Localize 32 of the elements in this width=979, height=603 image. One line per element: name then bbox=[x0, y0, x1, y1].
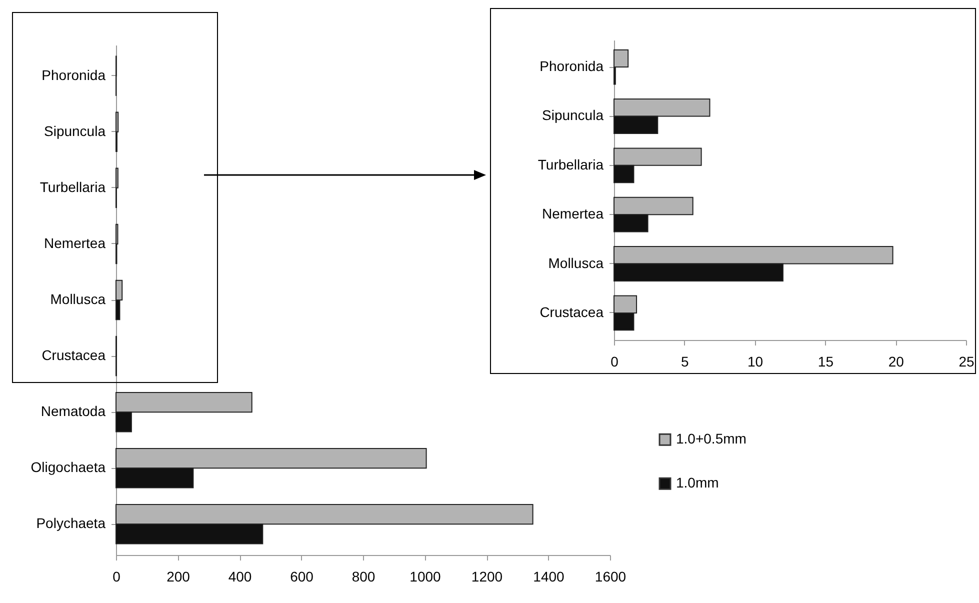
x-tick-label: 0 bbox=[610, 354, 619, 370]
legend-label: 1.0+0.5mm bbox=[676, 430, 746, 447]
x-tick-label: 10 bbox=[748, 354, 764, 370]
y-tick-label: Crustacea bbox=[42, 347, 106, 364]
y-tick-label: Oligochaeta bbox=[30, 459, 106, 476]
x-tick-label: 1200 bbox=[471, 568, 503, 584]
y-tick-label: Nemertea bbox=[542, 206, 604, 222]
x-tick-label: 20 bbox=[888, 354, 904, 370]
y-tick-label: Turbellaria bbox=[40, 178, 106, 195]
y-tick-label: Sipuncula bbox=[542, 107, 604, 124]
y-tick-label: Nemertea bbox=[44, 234, 106, 251]
y-tick-label: Crustacea bbox=[540, 304, 604, 320]
y-tick-label: Turbellaria bbox=[538, 156, 604, 172]
x-tick-label: 200 bbox=[166, 568, 190, 584]
y-tick-label: Mollusca bbox=[50, 291, 106, 307]
y-tick-label: Nematoda bbox=[40, 403, 106, 420]
x-tick-label: 5 bbox=[681, 354, 689, 370]
x-tick-label: 0 bbox=[112, 568, 121, 584]
legend-label: 1.0mm bbox=[676, 474, 719, 491]
y-tick-label: Polychaeta bbox=[36, 515, 106, 532]
x-tick-label: 25 bbox=[958, 354, 974, 370]
x-tick-label: 600 bbox=[290, 568, 314, 584]
x-tick-label: 15 bbox=[818, 354, 834, 370]
x-tick-label: 400 bbox=[228, 568, 252, 584]
x-tick-label: 800 bbox=[352, 568, 376, 584]
x-tick-label: 1400 bbox=[533, 568, 565, 584]
x-tick-label: 1600 bbox=[594, 568, 626, 584]
y-tick-label: Phoronida bbox=[540, 58, 604, 74]
y-tick-label: Mollusca bbox=[548, 254, 604, 271]
x-tick-label: 1000 bbox=[410, 568, 442, 584]
y-tick-label: Sipuncula bbox=[44, 122, 106, 139]
y-tick-label: Phoronida bbox=[42, 66, 106, 83]
